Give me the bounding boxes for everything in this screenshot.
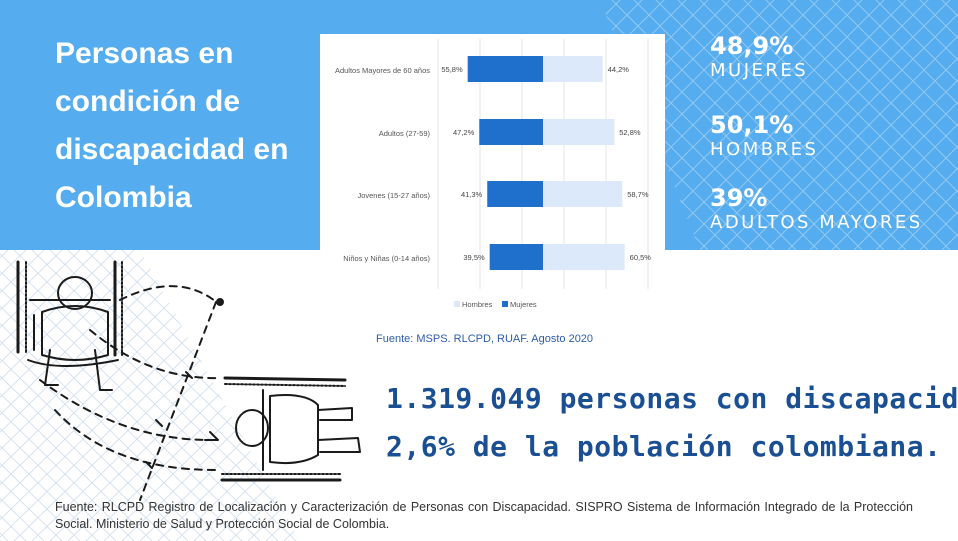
stat-label: MUJERES xyxy=(710,60,809,81)
bar-mujeres xyxy=(467,56,543,82)
stat-adultos-mayores: 39% ADULTOS MAYORES xyxy=(710,184,923,234)
data-label-hombres: 52,8% xyxy=(619,128,641,137)
stat-value: 48,9% xyxy=(710,32,794,60)
legend-swatch xyxy=(454,301,460,307)
headline-percentage: 2,6% de la población colombiana. xyxy=(386,430,942,463)
footer-source-note: Fuente: RLCPD Registro de Localización y… xyxy=(55,500,913,531)
grid-lines xyxy=(0,250,300,541)
stat-mujeres: 48,9% MUJERES xyxy=(710,32,808,82)
headline-total: 1.319.049 personas con discapacidad. xyxy=(386,382,958,415)
stat-label: ADULTOS MAYORES xyxy=(710,212,923,233)
chart-source-note: Fuente: MSPS. RLCPD, RUAF. Agosto 2020 xyxy=(376,333,594,345)
chart-panel: Adultos Mayores de 60 años 55,8% 44,2% Adul… xyxy=(320,34,665,320)
data-label-hombres: 58,7% xyxy=(627,190,649,199)
category-label: Niños y Niñas (0-14 años) xyxy=(343,254,430,263)
data-label-mujeres: 41,3% xyxy=(461,190,483,199)
category-label: Adultos (27-59) xyxy=(379,129,431,138)
page-title: Personas en condición de discapacidad en… xyxy=(55,37,289,214)
bar-hombres xyxy=(543,119,615,145)
category-label: Adultos Mayores de 60 años xyxy=(335,66,430,75)
bar-mujeres xyxy=(479,119,543,145)
data-label-mujeres: 47,2% xyxy=(453,128,475,137)
bar-mujeres xyxy=(487,181,543,207)
stat-label: HOMBRES xyxy=(710,139,819,160)
stat-hombres: 50,1% HOMBRES xyxy=(710,111,818,161)
data-label-mujeres: 39,5% xyxy=(463,253,485,262)
data-label-hombres: 44,2% xyxy=(608,65,630,74)
legend-swatch xyxy=(502,301,508,307)
bar-hombres xyxy=(543,56,603,82)
bar-hombres xyxy=(543,181,623,207)
stat-value: 39% xyxy=(710,184,768,212)
category-label: Jovenes (15-27 años) xyxy=(357,191,430,200)
stat-value: 50,1% xyxy=(710,111,794,139)
data-label-hombres: 60,5% xyxy=(630,253,652,262)
legend-label: Mujeres xyxy=(510,300,537,309)
chart-legend: Hombres Mujeres xyxy=(454,300,537,309)
bar-hombres xyxy=(543,244,625,270)
legend-label: Hombres xyxy=(462,300,493,309)
data-label-mujeres: 55,8% xyxy=(441,65,463,74)
bar-mujeres xyxy=(489,244,543,270)
bar-chart: Adultos Mayores de 60 años 55,8% 44,2% Adul… xyxy=(335,39,652,309)
